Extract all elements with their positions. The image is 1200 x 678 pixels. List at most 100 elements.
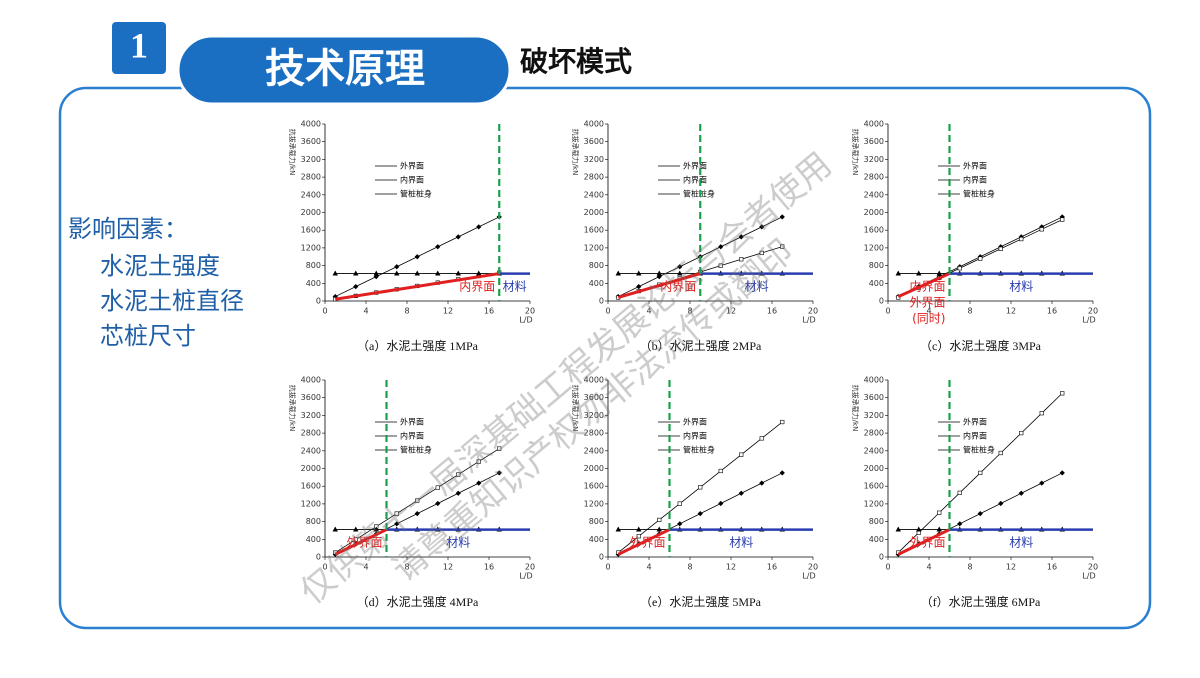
- marker: [456, 472, 461, 477]
- y-tick-label: 3600: [301, 393, 321, 402]
- y-tick-label: 3200: [864, 155, 884, 164]
- legend-label: 内界面: [400, 431, 424, 441]
- x-axis-label: L/D: [519, 572, 532, 581]
- chart: 0 400 800 1200 1600 2000 2400 2800 3200 3600 4000 0…: [571, 376, 818, 609]
- y-tick-label: 2800: [584, 173, 604, 182]
- x-tick-label: 4: [926, 307, 931, 316]
- marker: [1060, 217, 1065, 222]
- marker: [738, 490, 744, 496]
- marker: [1018, 490, 1024, 496]
- x-tick-label: 8: [404, 563, 409, 572]
- y-tick-label: 2000: [301, 464, 321, 473]
- y-tick-label: 2400: [301, 190, 321, 199]
- y-tick-label: 2000: [301, 208, 321, 217]
- marker: [435, 500, 441, 507]
- y-tick-label: 3200: [864, 411, 884, 420]
- marker: [414, 511, 420, 517]
- x-tick-label: 12: [1006, 307, 1016, 316]
- x-tick-label: 0: [322, 307, 327, 316]
- section-title: 技术原理: [265, 46, 425, 92]
- marker: [636, 534, 641, 539]
- x-tick-label: 12: [443, 563, 453, 572]
- marker: [779, 214, 785, 220]
- legend-label: 内界面: [683, 431, 707, 441]
- legend-label: 外界面: [963, 417, 987, 427]
- x-tick-label: 20: [1088, 563, 1098, 572]
- y-tick-label: 400: [306, 535, 321, 544]
- marker: [759, 224, 765, 230]
- legend-label: 管桩桩身: [963, 189, 995, 199]
- marker: [373, 274, 379, 280]
- marker: [496, 470, 502, 476]
- x-tick-label: 12: [726, 307, 736, 316]
- chart: 0 400 800 1200 1600 2000 2400 2800 3200 3600 4000 0…: [571, 120, 818, 353]
- marker: [998, 246, 1003, 251]
- marker: [455, 234, 461, 240]
- marker: [455, 270, 461, 276]
- section-badge: [112, 22, 166, 74]
- legend-label: 外界面: [683, 417, 707, 427]
- y-tick-label: 800: [589, 261, 604, 270]
- x-tick-label: 16: [1047, 563, 1057, 572]
- legend-label: 外界面: [683, 161, 707, 171]
- marker: [739, 452, 744, 457]
- marker: [476, 480, 482, 486]
- y-axis-label: 抗拔承载力/kN: [288, 129, 297, 176]
- y-tick-label: 0: [316, 297, 321, 306]
- legend-label: 管桩桩身: [400, 189, 432, 199]
- annotation: 外界面: [909, 296, 945, 310]
- marker: [1019, 430, 1024, 436]
- y-tick-label: 2000: [584, 464, 604, 473]
- y-tick-label: 4000: [584, 120, 604, 129]
- marker: [916, 270, 922, 276]
- marker: [656, 274, 662, 280]
- marker: [677, 521, 683, 527]
- legend-label: 管桩桩身: [683, 445, 715, 455]
- governing-line: [335, 272, 500, 301]
- y-tick-label: 4000: [301, 120, 321, 129]
- marker: [1019, 236, 1024, 242]
- marker: [718, 263, 723, 268]
- marker: [353, 283, 359, 290]
- y-tick-label: 800: [869, 517, 884, 526]
- marker: [656, 270, 662, 276]
- x-tick-label: 0: [605, 563, 610, 572]
- x-axis-label: L/D: [802, 316, 815, 325]
- marker: [615, 526, 621, 532]
- y-tick-label: 1600: [301, 482, 321, 491]
- marker: [957, 490, 962, 495]
- x-tick-label: 20: [808, 563, 818, 572]
- marker: [957, 266, 962, 271]
- y-tick-label: 0: [599, 297, 604, 306]
- marker: [916, 526, 922, 532]
- y-axis-label: 抗拔承载力/kN: [851, 385, 860, 432]
- marker: [476, 270, 482, 276]
- annotation: 材料: [729, 536, 753, 550]
- y-axis-label: 抗拔承载力/kN: [571, 385, 580, 432]
- y-tick-label: 1600: [584, 226, 604, 235]
- marker: [636, 270, 642, 276]
- annotation: 材料: [1009, 536, 1033, 550]
- marker: [759, 480, 765, 486]
- marker: [780, 244, 785, 249]
- legend-label: 外界面: [400, 161, 424, 171]
- y-tick-label: 1600: [301, 226, 321, 235]
- governing-line: [617, 272, 701, 299]
- marker: [353, 270, 359, 276]
- y-tick-label: 1200: [584, 499, 604, 508]
- marker: [759, 250, 764, 256]
- marker: [977, 511, 983, 517]
- y-tick-label: 800: [869, 261, 884, 270]
- marker: [394, 270, 400, 276]
- chart-caption: （d）水泥土强度 4MPa: [357, 594, 479, 609]
- x-tick-label: 4: [926, 563, 931, 572]
- marker: [978, 470, 983, 476]
- marker: [636, 283, 642, 290]
- x-axis-label: L/D: [1082, 316, 1095, 325]
- x-axis-label: L/D: [519, 316, 532, 325]
- marker: [895, 270, 901, 276]
- governing-line: [897, 272, 951, 298]
- x-axis-label: L/D: [1082, 572, 1095, 581]
- chart-caption: （b）水泥土强度 2MPa: [640, 338, 762, 353]
- y-tick-label: 4000: [584, 376, 604, 385]
